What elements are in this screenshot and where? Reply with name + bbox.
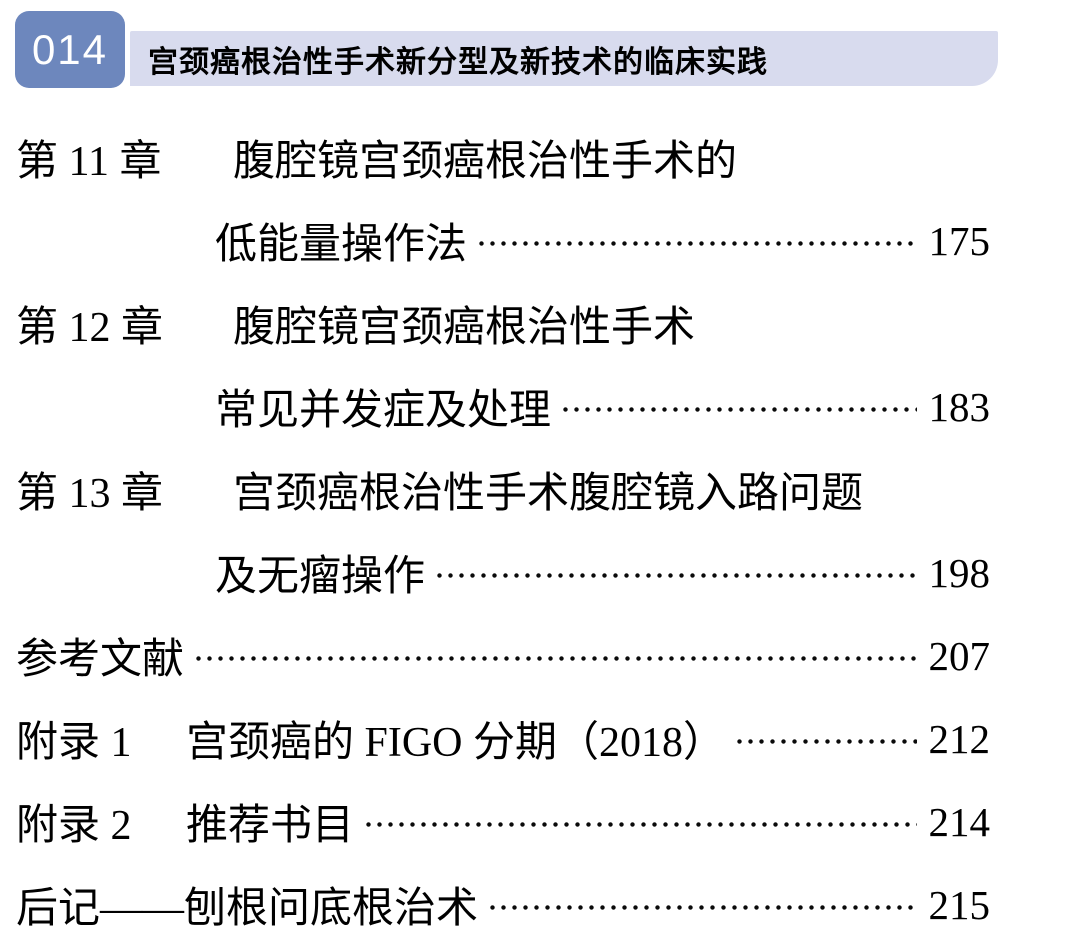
toc-entry-title: 后记——刨根问底根治术 — [16, 886, 479, 932]
toc-entry-title: 及无瘤操作 — [215, 554, 426, 600]
toc-page-number: 175 — [928, 217, 991, 264]
page-number-label: 014 — [31, 25, 109, 73]
toc-row: 后记——刨根问底根治术 215 — [0, 863, 1068, 941]
toc-page-number: 183 — [928, 383, 991, 430]
toc-entry-label: 附录 2 — [16, 803, 132, 849]
toc-page-number: 215 — [928, 881, 991, 928]
toc-entry-title: 腹腔镜宫颈癌根治性手术 — [233, 305, 696, 351]
page-header: 宫颈癌根治性手术新分型及新技术的临床实践 014 — [0, 0, 1068, 88]
dot-leader — [487, 905, 917, 910]
toc-row: 参考文献 207 — [0, 614, 1068, 697]
dot-leader — [193, 656, 917, 661]
toc-list: 第 11 章 腹腔镜宫颈癌根治性手术的低能量操作法 175 第 12 章 腹腔镜宫颈癌根… — [0, 116, 1068, 941]
dot-leader — [434, 573, 917, 578]
dot-leader — [363, 822, 917, 827]
page-number-badge: 014 — [15, 11, 125, 88]
toc-entry-title: 宫颈癌根治性手术腹腔镜入路问题 — [233, 471, 864, 517]
book-title: 宫颈癌根治性手术新分型及新技术的临床实践 — [148, 45, 768, 79]
toc-entry-title: 宫颈癌的 FIGO 分期（2018） — [186, 720, 726, 766]
header-bar: 宫颈癌根治性手术新分型及新技术的临床实践 — [130, 31, 998, 86]
toc-entry-title: 推荐书目 — [186, 803, 355, 849]
toc-row: 第 12 章 腹腔镜宫颈癌根治性手术 — [0, 282, 1068, 365]
toc-entry-title: 参考文献 — [16, 637, 185, 683]
toc-row: 附录 1 宫颈癌的 FIGO 分期（2018） 212 — [0, 697, 1068, 780]
toc-page-number: 214 — [928, 798, 991, 845]
toc-page-number: 198 — [928, 549, 991, 596]
toc-entry-label: 第 13 章 — [16, 471, 164, 517]
dot-leader — [734, 739, 917, 744]
toc-row: 第 13 章 宫颈癌根治性手术腹腔镜入路问题 — [0, 448, 1068, 531]
toc-entry-title: 常见并发症及处理 — [215, 388, 552, 434]
dot-leader — [560, 407, 917, 412]
toc-row: 低能量操作法 175 — [0, 199, 1068, 282]
toc-entry-title: 腹腔镜宫颈癌根治性手术的 — [233, 139, 738, 185]
toc-entry-label: 第 11 章 — [16, 139, 162, 185]
toc-row: 及无瘤操作 198 — [0, 531, 1068, 614]
toc-row: 附录 2 推荐书目 214 — [0, 780, 1068, 863]
toc-entry-title: 低能量操作法 — [215, 222, 468, 268]
dot-leader — [476, 241, 917, 246]
toc-row: 常见并发症及处理 183 — [0, 365, 1068, 448]
toc-entry-label: 附录 1 — [16, 720, 132, 766]
toc-page-number: 207 — [928, 632, 991, 679]
toc-row: 第 11 章 腹腔镜宫颈癌根治性手术的 — [0, 116, 1068, 199]
toc-entry-label: 第 12 章 — [16, 305, 164, 351]
toc-page-number: 212 — [928, 715, 991, 762]
